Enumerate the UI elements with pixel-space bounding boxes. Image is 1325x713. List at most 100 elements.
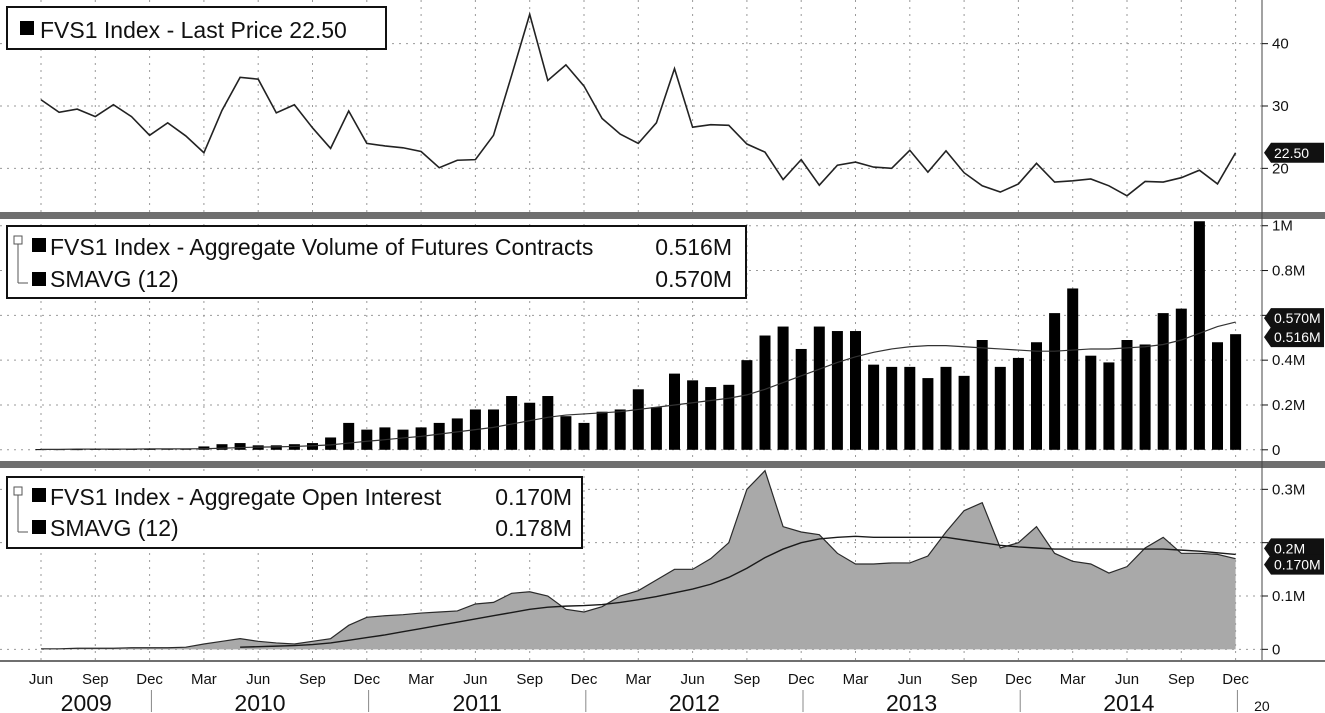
x-year-label: 2012 [669,690,720,713]
volume-bar [1139,344,1151,450]
volume-bar [614,409,626,450]
volume-bar [451,418,463,450]
y-tick-label: 40 [1272,36,1289,53]
x-year-label: 2013 [886,690,937,713]
x-month-label: Dec [1005,671,1032,688]
y-tick-label: 0.2M [1272,397,1305,414]
y-tick-label: 0 [1272,442,1280,459]
x-month-label: Sep [734,671,761,688]
volume-bar [361,429,373,450]
volume-bar [397,429,409,450]
y-tick-label: 0.8M [1272,263,1305,280]
volume-bar [632,389,644,450]
volume-bar [1103,362,1115,450]
volume-bar [813,326,825,450]
volume-bar [795,348,807,450]
open-interest-last-badge: 0.170M [1264,554,1324,575]
collapse-toggle-icon[interactable] [13,486,23,496]
y-tick-label: 0 [1272,641,1280,658]
open-interest-line [41,469,1236,650]
volume-bar [705,387,717,450]
volume-bar [922,378,934,450]
y-tick-label: 1M [1272,218,1293,235]
volume-bar [560,416,572,450]
legend-value-open-interest: 0.170M [495,484,572,510]
volume-bar [1230,334,1242,450]
volume-bar [307,443,318,450]
x-month-label: Sep [82,671,109,688]
open-interest-area [41,470,1236,650]
x-month-label: Jun [1115,671,1139,688]
y-tick-label: 20 [1272,160,1289,177]
volume-bar [1121,340,1133,450]
volume-bar [886,366,898,450]
volume-bar [488,409,499,450]
volume-bar [1193,221,1205,450]
x-month-label: Mar [191,671,217,688]
legend-swatch-icon [32,238,46,252]
x-year-label: 2010 [234,690,285,713]
volume-bar [994,366,1006,450]
y-tick-label: 0.1M [1272,588,1305,605]
x-month-label: Dec [571,671,598,688]
volume-bar [1175,308,1187,450]
collapse-toggle-icon[interactable] [13,235,23,245]
volume-bar [1012,357,1024,450]
volume-smavg-badge: 0.570M [1264,308,1324,329]
volume-bar [1067,288,1079,450]
volume-bar [1212,342,1223,450]
volume-bar [1085,355,1097,450]
legend-swatch-icon [32,272,46,286]
volume-bar [904,366,916,450]
x-month-label: Dec [136,671,163,688]
price-line [40,11,1237,197]
volume-bar [958,375,970,450]
x-month-label: Mar [408,671,434,688]
x-month-label: Jun [246,671,270,688]
volume-bar [578,422,590,450]
value-badge-text: 22.50 [1274,145,1309,161]
volume-bar [669,373,680,450]
value-badge-shape [1264,554,1324,575]
volume-bar [506,396,518,450]
x-month-label: Jun [681,671,705,688]
x-year-label: 2011 [452,690,501,713]
panel-separator [0,461,1325,468]
volume-smavg-line [41,321,1236,450]
x-month-label: Jun [463,671,487,688]
volume-bar [741,360,753,450]
x-month-label: Mar [843,671,869,688]
volume-bar [777,326,789,450]
value-badge-shape [1264,327,1324,348]
legend-swatch-icon [32,488,46,502]
legend-label-open-interest: FVS1 Index - Aggregate Open Interest [50,484,442,510]
volume-bar [379,427,391,450]
value-badge-text: 0.170M [1274,557,1321,573]
x-month-label: Jun [29,671,53,688]
legend-swatch-icon [32,520,46,534]
volume-bar [343,422,355,450]
x-year-label: 20 [1254,698,1270,713]
x-month-label: Dec [788,671,815,688]
y-tick-label: 0.4M [1272,352,1305,369]
open-interest-smavg-badge: 0.2M [1264,538,1324,559]
volume-bar [216,444,228,450]
x-month-label: Dec [1222,671,1249,688]
x-month-label: Sep [516,671,543,688]
volume-bar [415,427,427,450]
x-year-label: 2009 [61,690,112,713]
volume-bar [433,422,445,450]
value-badge-text: 0.570M [1274,310,1321,326]
value-badge-shape [1264,142,1324,163]
panel-separator [0,212,1325,219]
volume-bar [868,364,880,450]
legend-label-volume-smavg: SMAVG (12) [50,266,179,292]
legend-label-volume: FVS1 Index - Aggregate Volume of Futures… [50,234,593,260]
volume-bar [976,340,988,450]
x-month-label: Mar [625,671,651,688]
volume-bar [687,380,699,450]
y-tick-label: 0.3M [1272,481,1305,498]
legend-label-last-price: FVS1 Index - Last Price 22.50 [40,17,347,43]
plot-layer [35,11,1242,650]
